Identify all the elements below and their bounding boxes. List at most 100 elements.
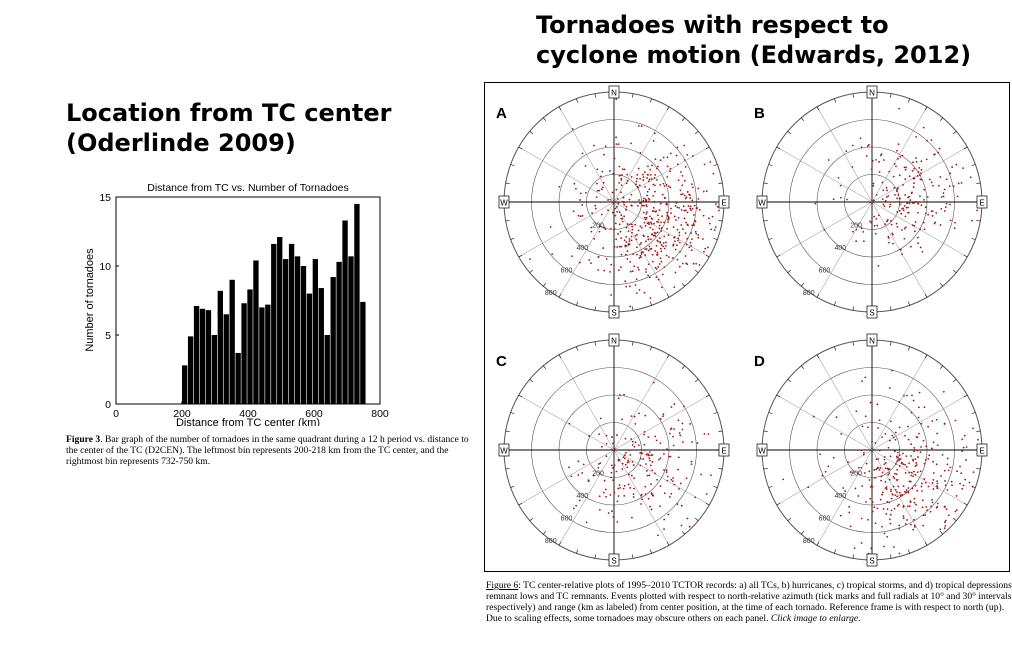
tornado-point (669, 152, 672, 155)
tornado-point (654, 184, 656, 187)
azimuth-tick (718, 468, 723, 470)
tornado-point (629, 270, 632, 273)
tornado-point (642, 199, 645, 202)
tornado-point (627, 244, 630, 246)
tornado-point (590, 262, 592, 265)
radial (871, 449, 928, 546)
tornado-point (641, 498, 643, 501)
tornado-point (881, 471, 884, 474)
tornado-point (931, 501, 934, 504)
right-title-line1: Tornadoes with respect to (536, 11, 889, 39)
tornado-point (662, 245, 665, 248)
azimuth-tick (816, 541, 820, 546)
tornado-point (902, 183, 905, 186)
tornado-point (890, 497, 893, 500)
radial (558, 201, 615, 298)
tornado-point (691, 186, 694, 189)
azimuth-tick (594, 554, 596, 559)
tornado-point (639, 243, 641, 246)
azimuth-tick (939, 117, 943, 121)
tornado-point (639, 177, 642, 180)
azimuth-tick (529, 517, 533, 521)
tornado-point (624, 280, 627, 283)
azimuth-tick (953, 269, 957, 273)
tornado-point (969, 176, 972, 179)
azimuth-tick (558, 106, 562, 111)
tornado-point (887, 194, 890, 197)
tornado-point (904, 463, 907, 466)
tornado-point (910, 245, 912, 248)
tornado-point (619, 266, 622, 269)
tornado-point (691, 441, 693, 443)
radial (558, 354, 615, 451)
tornado-point (855, 240, 858, 243)
tornado-point (691, 199, 694, 202)
tornado-point (579, 215, 582, 218)
tornado-point (910, 474, 913, 477)
tornado-point (629, 260, 632, 263)
tornado-point (634, 235, 637, 237)
tornado-point (915, 503, 917, 506)
tornado-point (663, 469, 665, 471)
tornado-point (631, 225, 634, 228)
tornado-point (651, 253, 654, 256)
tornado-point (596, 182, 598, 185)
tornado-point (692, 262, 695, 265)
radial (816, 201, 873, 298)
tornado-point (968, 481, 971, 484)
tornado-point (920, 204, 923, 207)
tornado-point (882, 159, 885, 161)
tornado-point (623, 168, 626, 171)
tornado-point (931, 420, 934, 422)
radial (518, 449, 615, 506)
tornado-point (911, 161, 914, 164)
tornado-point (623, 203, 626, 206)
tornado-point (902, 209, 905, 212)
azimuth-tick (576, 549, 579, 554)
tornado-point (901, 452, 904, 455)
tornado-point (628, 473, 630, 476)
tornado-point (618, 484, 621, 486)
tornado-point (637, 125, 640, 127)
tornado-point (871, 501, 874, 503)
tornado-point (657, 534, 659, 537)
tornado-point (648, 276, 651, 279)
tornado-point (896, 451, 899, 454)
tornado-point (874, 522, 877, 525)
tornado-point (940, 195, 943, 198)
cardinal-label-n: N (869, 337, 875, 346)
tornado-point (681, 184, 684, 187)
tornado-point (634, 223, 637, 226)
tornado-point (913, 224, 916, 227)
tornado-point (877, 458, 880, 460)
tornado-point (644, 248, 647, 250)
range-label: 400 (576, 245, 588, 252)
tornado-point (643, 235, 645, 238)
tornado-point (956, 470, 958, 473)
tornado-point (874, 232, 877, 235)
tornado-point (658, 224, 661, 227)
tornado-point (861, 380, 864, 383)
azimuth-tick (632, 341, 634, 346)
tornado-point (593, 144, 595, 147)
tornado-point (629, 305, 632, 308)
tornado-point (645, 211, 648, 213)
tornado-point (667, 513, 670, 516)
range-label: 200 (850, 223, 862, 230)
tornado-point (872, 184, 875, 187)
tornado-point (910, 192, 913, 195)
tornado-point (920, 168, 923, 171)
tornado-point (883, 463, 886, 466)
tornado-point (893, 186, 896, 189)
tornado-point (529, 258, 531, 261)
tornado-point (927, 425, 929, 428)
tornado-point (883, 532, 886, 535)
tornado-point (848, 511, 851, 514)
tornado-point (647, 180, 650, 183)
azimuth-tick (816, 354, 820, 359)
bar (241, 303, 247, 404)
tornado-point (611, 510, 613, 512)
tornado-point (612, 442, 614, 445)
tornado-point (907, 425, 909, 428)
tornado-point (961, 438, 964, 441)
